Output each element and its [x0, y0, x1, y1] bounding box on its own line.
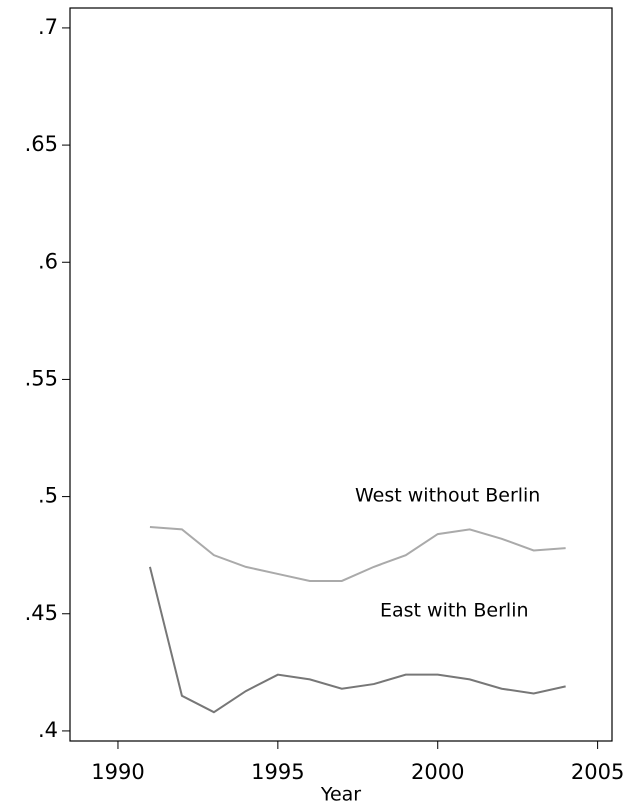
- x-tick-label: 1990: [91, 760, 144, 784]
- y-tick-label: .45: [25, 601, 58, 625]
- series-line: [149, 526, 566, 582]
- series-line: [148, 566, 566, 714]
- series-label: East with Berlin: [380, 600, 529, 622]
- x-tick-label: 1995: [251, 760, 304, 784]
- y-tick-label: .6: [38, 249, 58, 273]
- y-tick-label: .4: [38, 718, 58, 742]
- x-tick-label: 2000: [411, 760, 464, 784]
- y-tick-label: .55: [25, 366, 58, 390]
- y-tick-label: .7: [38, 15, 58, 39]
- y-tick-label: .65: [25, 132, 58, 156]
- series-label: West without Berlin: [355, 485, 540, 507]
- plot-frame: [69, 7, 613, 742]
- x-axis-label: Year: [320, 784, 361, 806]
- x-tick-label: 2005: [571, 760, 624, 784]
- y-tick-label: .5: [38, 484, 58, 508]
